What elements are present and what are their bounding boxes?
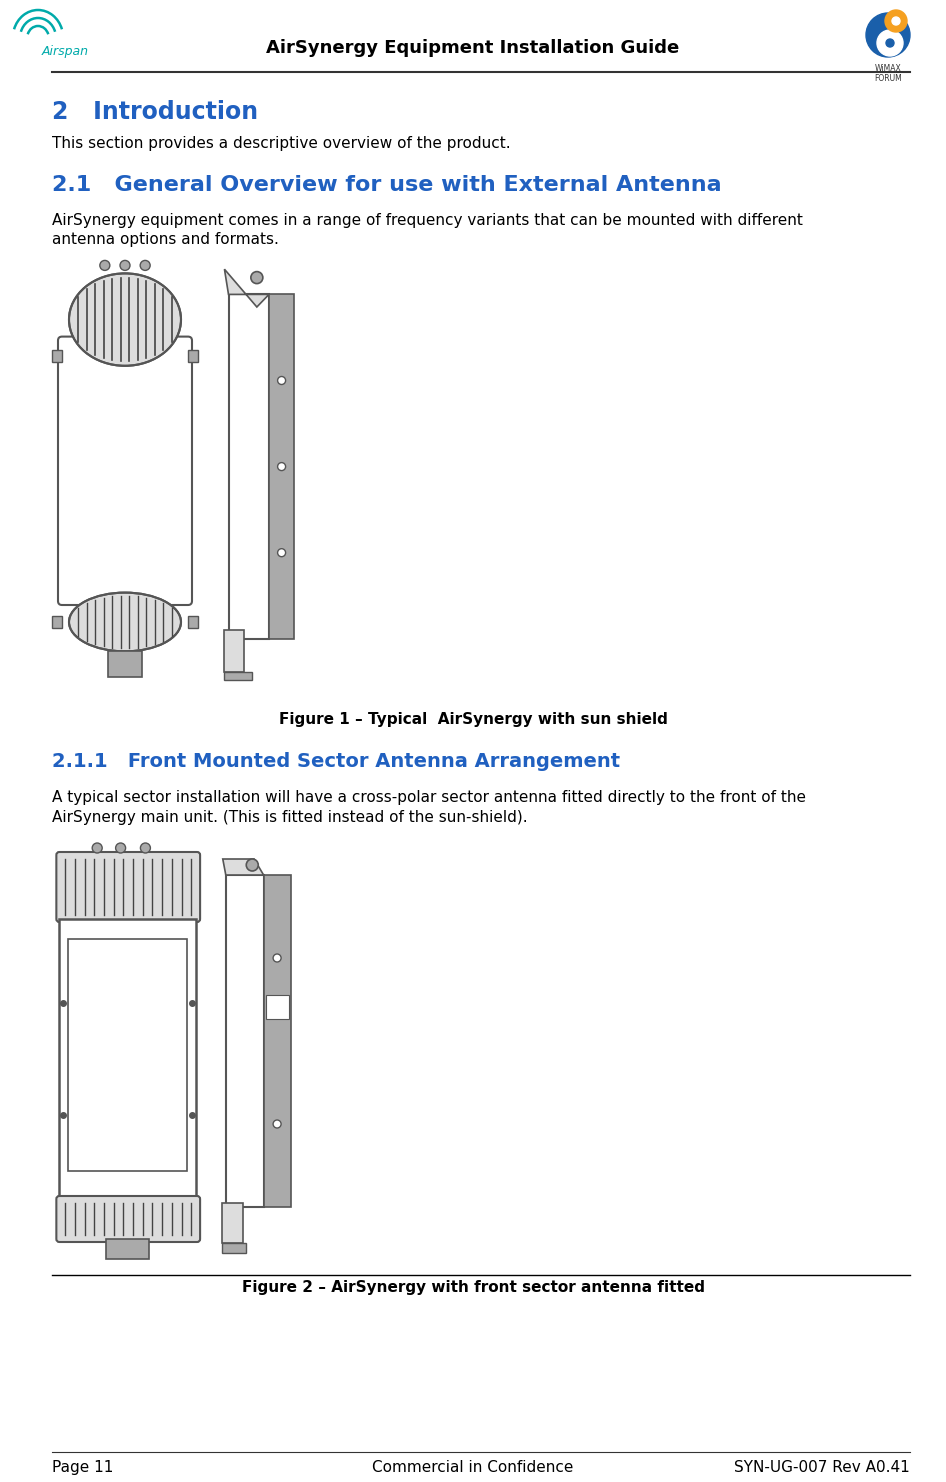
Circle shape [886, 39, 894, 47]
Ellipse shape [69, 273, 181, 366]
Bar [52, 617, 62, 628]
Text: Page 11: Page 11 [52, 1460, 114, 1475]
Circle shape [100, 261, 110, 270]
Bar [221, 1243, 246, 1252]
Text: Figure 1 – Typical  AirSynergy with sun shield: Figure 1 – Typical AirSynergy with sun s… [278, 711, 668, 728]
Bar [106, 1239, 149, 1260]
FancyBboxPatch shape [58, 336, 192, 605]
Circle shape [885, 10, 907, 33]
Circle shape [273, 1120, 281, 1128]
Bar [264, 874, 290, 1206]
Bar [188, 350, 198, 362]
Bar [229, 295, 269, 639]
Text: 2.1   General Overview for use with External Antenna: 2.1 General Overview for use with Extern… [52, 175, 722, 196]
Polygon shape [224, 270, 269, 307]
Text: antenna options and formats.: antenna options and formats. [52, 233, 279, 247]
Bar [269, 295, 294, 639]
Text: WiMAX
FORUM: WiMAX FORUM [874, 64, 902, 83]
Bar [223, 630, 244, 673]
Text: 2   Introduction: 2 Introduction [52, 99, 258, 124]
Bar [68, 940, 187, 1171]
FancyBboxPatch shape [57, 852, 201, 922]
Circle shape [877, 30, 903, 56]
Text: Figure 2 – AirSynergy with front sector antenna fitted: Figure 2 – AirSynergy with front sector … [241, 1280, 705, 1295]
Circle shape [892, 16, 900, 25]
Text: SYN-UG-007 Rev A0.41: SYN-UG-007 Rev A0.41 [734, 1460, 910, 1475]
Circle shape [92, 843, 102, 854]
Bar [223, 673, 252, 680]
Text: Airspan: Airspan [42, 46, 89, 58]
Circle shape [866, 13, 910, 56]
Polygon shape [222, 860, 264, 874]
Circle shape [246, 860, 258, 871]
Circle shape [273, 954, 281, 962]
Circle shape [140, 261, 150, 270]
FancyBboxPatch shape [57, 1196, 201, 1242]
Text: AirSynergy main unit. (This is fitted instead of the sun-shield).: AirSynergy main unit. (This is fitted in… [52, 811, 528, 825]
Circle shape [120, 261, 130, 270]
Bar [221, 1203, 242, 1243]
Text: This section provides a descriptive overview of the product.: This section provides a descriptive over… [52, 136, 511, 151]
Bar [60, 919, 196, 1199]
Bar [108, 652, 142, 677]
Circle shape [115, 843, 126, 854]
Text: Commercial in Confidence: Commercial in Confidence [373, 1460, 573, 1475]
Text: A typical sector installation will have a cross-polar sector antenna fitted dire: A typical sector installation will have … [52, 790, 806, 805]
Ellipse shape [69, 593, 181, 652]
Circle shape [277, 376, 286, 384]
Bar [266, 994, 289, 1020]
Bar [226, 874, 264, 1206]
Circle shape [140, 843, 150, 854]
Bar [188, 617, 198, 628]
Circle shape [277, 548, 286, 557]
Circle shape [277, 462, 286, 471]
Text: 2.1.1   Front Mounted Sector Antenna Arrangement: 2.1.1 Front Mounted Sector Antenna Arran… [52, 751, 621, 771]
Text: AirSynergy Equipment Installation Guide: AirSynergy Equipment Installation Guide [267, 39, 679, 56]
Bar [52, 350, 62, 362]
Text: AirSynergy equipment comes in a range of frequency variants that can be mounted : AirSynergy equipment comes in a range of… [52, 213, 803, 228]
Circle shape [251, 271, 263, 283]
